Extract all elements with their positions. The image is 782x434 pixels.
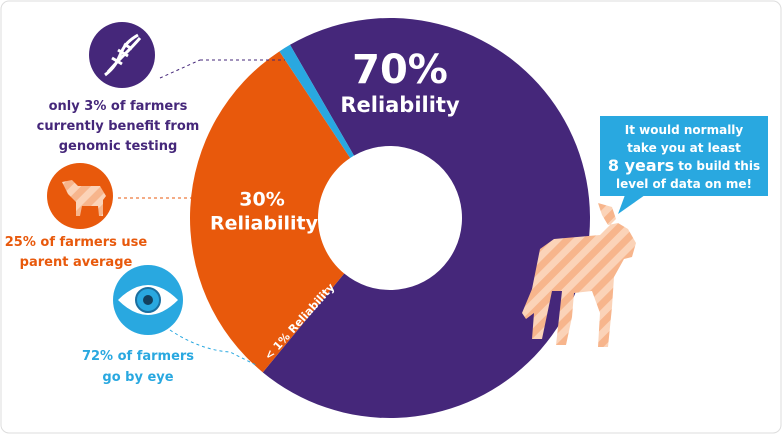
- text-segment: level of data on me!: [616, 177, 752, 191]
- text-segment: 72% of farmers: [82, 349, 194, 364]
- donut: [189, 17, 590, 418]
- text-line: go by eye: [102, 370, 173, 385]
- text-segment: parent average: [20, 255, 133, 270]
- connector: [159, 59, 201, 79]
- text-segment: currently benefit from: [37, 119, 200, 134]
- text-line: 72% of farmers: [82, 349, 194, 364]
- bubble-tail: [618, 195, 645, 214]
- dna-glyph: [104, 33, 142, 77]
- text-line: parent average: [20, 255, 133, 270]
- text-line: 25% of farmers use: [5, 235, 148, 250]
- text-line: level of data on me!: [616, 177, 752, 191]
- text-line: genomic testing: [59, 139, 178, 154]
- slice-value-label: 70%: [352, 47, 448, 93]
- slice-value-label: 30%: [239, 189, 284, 211]
- text-line: currently benefit from: [37, 119, 200, 134]
- speech-bubble: [600, 116, 768, 196]
- slice: [262, 17, 590, 418]
- calf: [522, 203, 636, 347]
- text-segment: It would normally: [625, 123, 744, 137]
- text-segment: take you at least: [627, 141, 741, 155]
- text-segment: to build this: [674, 159, 760, 173]
- slice-label: Reliability: [210, 213, 319, 235]
- text-line: 8 years to build this: [608, 156, 760, 175]
- text-segment: 8 years: [608, 156, 674, 175]
- calf-glyph: [62, 180, 106, 216]
- eye-pupil: [143, 295, 153, 305]
- slice-label: Reliability: [340, 93, 460, 117]
- slice: [279, 44, 354, 159]
- text-line: take you at least: [627, 141, 741, 155]
- slice: [189, 51, 351, 373]
- text-segment: genomic testing: [59, 139, 178, 154]
- text-line: only 3% of farmers: [49, 99, 188, 114]
- text-segment: 25% of farmers use: [5, 235, 148, 250]
- text-segment: of farmers: [106, 99, 187, 114]
- text-segment: go by eye: [102, 370, 173, 385]
- connector: [169, 329, 259, 367]
- text-segment: 3%: [84, 99, 106, 114]
- text-line: It would normally: [625, 123, 744, 137]
- text-segment: only: [49, 99, 85, 114]
